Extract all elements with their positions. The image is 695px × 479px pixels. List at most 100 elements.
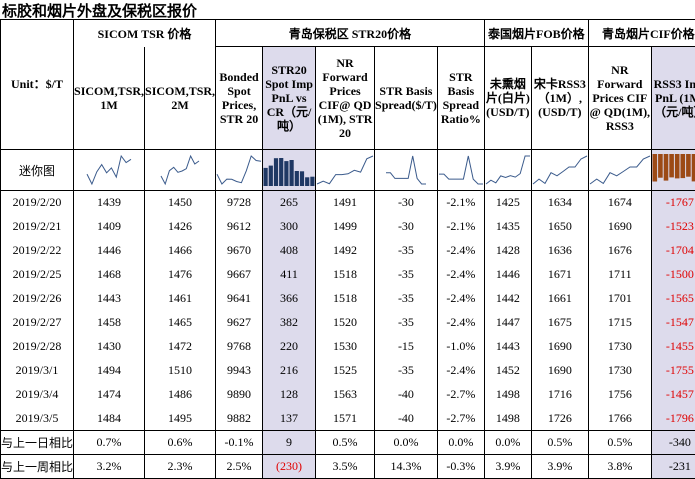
line-sparkline: [216, 154, 262, 186]
table-cell: -35: [375, 311, 438, 335]
sparkline-cell: [437, 150, 484, 191]
table-cell: 1726: [531, 407, 588, 431]
table-cell: 1426: [145, 215, 216, 239]
table-cell: -1755: [651, 359, 695, 383]
sparkline-cell: [263, 150, 316, 191]
table-cell: -1.0%: [437, 335, 484, 359]
table-cell: 1730: [588, 359, 651, 383]
column-sparkline: [652, 154, 695, 186]
table-cell: 1499: [316, 215, 375, 239]
table-cell: 1650: [531, 215, 588, 239]
sparkline-bar: [264, 168, 268, 186]
table-cell: -40: [375, 407, 438, 431]
table-cell: 1730: [588, 335, 651, 359]
table-cell: 408: [263, 239, 316, 263]
column-header: NR Forward Prices CIF@ QD (1M), STR 20: [316, 47, 375, 150]
table-cell: 1443: [74, 287, 145, 311]
sparkline-bar: [686, 154, 691, 177]
sparkline-cell: [588, 150, 651, 191]
table-cell: 382: [263, 311, 316, 335]
group-qingdao-str20: 青岛保税区 STR20价格: [216, 20, 485, 47]
table-cell: 1491: [316, 191, 375, 215]
table-cell: 1766: [588, 407, 651, 431]
sparkline-bar: [680, 154, 685, 178]
row-date: 2019/2/20: [1, 191, 74, 215]
table-cell: -1796: [651, 407, 695, 431]
sparkline-line: [217, 156, 261, 184]
sparkline-bar: [279, 158, 283, 186]
table-cell: -2.7%: [437, 407, 484, 431]
sparkline-bar: [675, 154, 680, 178]
sparkline-row-label: 迷你图: [1, 150, 74, 191]
line-sparkline: [316, 154, 374, 186]
table-cell: -2.7%: [437, 383, 484, 407]
table-cell: -2.1%: [437, 191, 484, 215]
table-cell: 1530: [316, 335, 375, 359]
table-cell: 1563: [316, 383, 375, 407]
table-cell: 1690: [531, 359, 588, 383]
table-cell: 1525: [316, 359, 375, 383]
table-cell: 1450: [145, 191, 216, 215]
table-cell: 1439: [74, 191, 145, 215]
table-cell: 9667: [216, 263, 263, 287]
table-cell: -2.4%: [437, 359, 484, 383]
row-date: 2019/3/1: [1, 359, 74, 383]
table-cell: 411: [263, 263, 316, 287]
sparkline-cell: [145, 150, 216, 191]
table-cell: -1704: [651, 239, 695, 263]
table-cell: 9670: [216, 239, 263, 263]
table-cell: 1409: [74, 215, 145, 239]
summary-cell: 3.9%: [484, 455, 531, 479]
table-cell: -2.4%: [437, 287, 484, 311]
column-header: STR Basis Spread Ratio%: [437, 47, 484, 150]
table-cell: 1711: [588, 263, 651, 287]
column-header: STR20 Spot Imp PnL vs CR（元/吨）: [263, 47, 316, 150]
row-date: 2019/2/26: [1, 287, 74, 311]
table-cell: -1547: [651, 311, 695, 335]
table-cell: 1520: [316, 311, 375, 335]
sparkline-bar: [664, 154, 669, 181]
column-header: STR Basis Spread($/T): [375, 47, 438, 150]
table-cell: -30: [375, 215, 438, 239]
table-cell: -1455: [651, 335, 695, 359]
table-cell: -2.1%: [437, 215, 484, 239]
summary-cell: 2.5%: [216, 455, 263, 479]
table-cell: 1690: [531, 335, 588, 359]
column-header: SICOM,TSR, 2M: [145, 47, 216, 150]
table-cell: 9882: [216, 407, 263, 431]
table-cell: -35: [375, 287, 438, 311]
summary-label: 与上一日相比: [1, 431, 74, 455]
table-cell: -15: [375, 335, 438, 359]
summary-cell: 3.5%: [316, 455, 375, 479]
table-cell: 1452: [484, 359, 531, 383]
sparkline-cell: [216, 150, 263, 191]
table-cell: 1446: [484, 263, 531, 287]
table-cell: 1671: [531, 263, 588, 287]
table-cell: 9768: [216, 335, 263, 359]
table-cell: -1767: [651, 191, 695, 215]
summary-cell: 3.2%: [74, 455, 145, 479]
table-cell: 1634: [531, 191, 588, 215]
summary-cell: 0.0%: [484, 431, 531, 455]
summary-cell: 0.0%: [437, 431, 484, 455]
table-cell: 265: [263, 191, 316, 215]
line-sparkline: [385, 154, 427, 186]
table-cell: -2.4%: [437, 263, 484, 287]
unit-label: Unit：$/T: [11, 77, 63, 91]
table-cell: -1457: [651, 383, 695, 407]
table-cell: 1674: [588, 191, 651, 215]
table-cell: 1472: [145, 335, 216, 359]
table-cell: 1492: [316, 239, 375, 263]
sparkline-bar: [295, 171, 299, 186]
table-cell: 9612: [216, 215, 263, 239]
table-cell: 1486: [145, 383, 216, 407]
summary-cell: 3.9%: [531, 455, 588, 479]
table-cell: 1466: [145, 239, 216, 263]
summary-cell: 0.7%: [74, 431, 145, 455]
